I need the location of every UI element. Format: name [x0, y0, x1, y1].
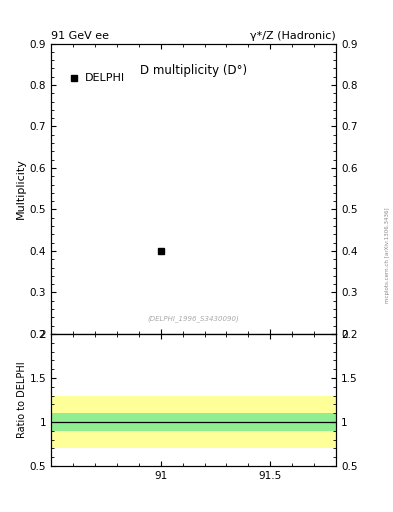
Text: DELPHI: DELPHI [85, 73, 125, 83]
Y-axis label: Multiplicity: Multiplicity [16, 158, 26, 219]
Text: (DELPHI_1996_S3430090): (DELPHI_1996_S3430090) [148, 315, 239, 323]
Y-axis label: Ratio to DELPHI: Ratio to DELPHI [17, 361, 27, 438]
Bar [51, 395, 336, 449]
Text: γ*/Z (Hadronic): γ*/Z (Hadronic) [250, 31, 336, 41]
Bar [51, 413, 336, 431]
Text: mcplots.cern.ch [arXiv:1306.3436]: mcplots.cern.ch [arXiv:1306.3436] [385, 207, 389, 303]
Text: 91 GeV ee: 91 GeV ee [51, 31, 109, 41]
Text: D multiplicity (D°): D multiplicity (D°) [140, 64, 247, 77]
